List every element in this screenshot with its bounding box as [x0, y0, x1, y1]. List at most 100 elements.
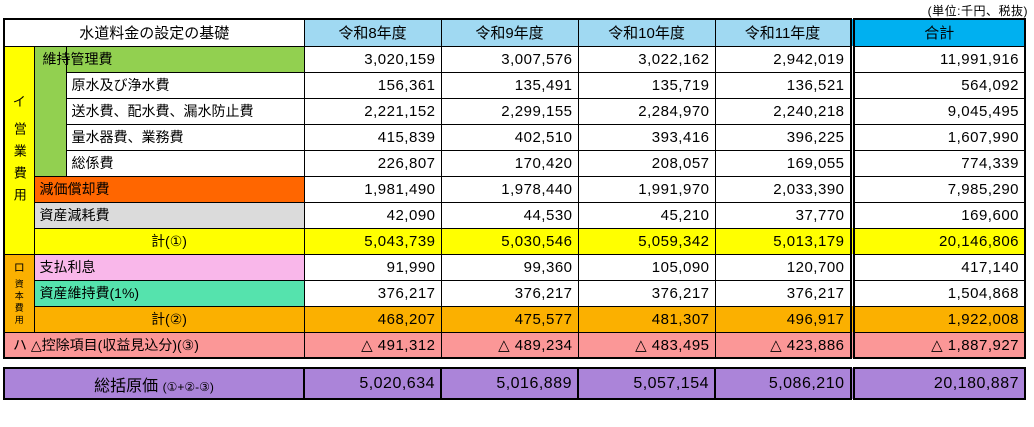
value-cell: 169,055: [714, 149, 853, 177]
value-cell: 496,917: [714, 305, 853, 333]
value-cell: 170,420: [440, 149, 579, 177]
row-label-subtotal-2: 計(②): [33, 305, 305, 333]
value-cell: 5,030,546: [440, 227, 579, 255]
value-cell: 135,491: [440, 71, 579, 99]
summary-table: 総括原価 (①+②-③) 5,020,634 5,016,889 5,057,1…: [3, 367, 1026, 400]
value-cell-total: 564,092: [849, 71, 1026, 99]
row-label-meter: 量水器費、業務費: [65, 123, 305, 151]
table-row: 資産減耗費 42,090 44,530 45,210 37,770 169,60…: [4, 201, 1026, 229]
row-label-text: 維持管理費: [42, 51, 113, 67]
value-cell-total: 1,607,990: [849, 123, 1026, 151]
side-label-capital-expenses: ロ 資本費用: [3, 253, 35, 333]
value-cell-total: 11,991,916: [849, 45, 1026, 73]
value-cell: 2,221,152: [303, 97, 442, 125]
value-cell: 44,530: [440, 201, 579, 229]
value-cell-total: 774,339: [849, 149, 1026, 177]
vertical-label: イ 営業費用: [5, 91, 34, 210]
value-cell: 3,022,162: [577, 45, 716, 73]
row-label-deduction: ハ △控除項目(収益見込分)(③): [3, 331, 305, 359]
col-header-reiwa9: 令和9年度: [440, 18, 579, 47]
value-cell: 2,033,390: [714, 175, 853, 203]
summary-value-cell-total: 20,180,887: [849, 367, 1026, 400]
value-cell: △ 489,234: [440, 331, 579, 359]
side-key: ロ: [13, 262, 25, 274]
value-cell: △ 491,312: [303, 331, 442, 359]
value-cell: 376,217: [577, 279, 716, 307]
value-cell: 208,057: [577, 149, 716, 177]
row-label-asset-maintenance: 資産維持費(1%): [33, 279, 305, 307]
table-row: 計(①) 5,043,739 5,030,546 5,059,342 5,013…: [4, 227, 1026, 255]
summary-formula: (①+②-③): [162, 379, 214, 394]
value-cell: 1,991,970: [577, 175, 716, 203]
value-cell-total: 20,146,806: [849, 227, 1026, 255]
summary-value-cell: 5,020,634: [303, 367, 442, 400]
cost-table: 水道料金の設定の基礎 令和8年度 令和9年度 令和10年度 令和11年度 合計 …: [3, 18, 1027, 359]
side-label-operating-expenses: イ 営業費用: [3, 45, 35, 255]
value-cell: 2,299,155: [440, 97, 579, 125]
table-row: 送水費、配水費、漏水防止費 2,221,152 2,299,155 2,284,…: [4, 97, 1026, 125]
table-row: イ 営業費用 維持管理費 3,020,159 3,007,576 3,022,1…: [3, 45, 1026, 255]
row-label-raw-water: 原水及び浄水費: [65, 71, 305, 99]
value-cell: 37,770: [714, 201, 853, 229]
table-row: 量水器費、業務費 415,839 402,510 393,416 396,225…: [4, 123, 1026, 151]
side-word: 資本費用: [13, 279, 24, 327]
value-cell: 99,360: [440, 253, 579, 281]
vertical-label: ロ 資本費用: [5, 259, 34, 327]
table-row: ハ △控除項目(収益見込分)(③) △ 491,312 △ 489,234 △ …: [3, 331, 1026, 359]
value-cell-total: 169,600: [849, 201, 1026, 229]
value-cell: 156,361: [303, 71, 442, 99]
table-title: 水道料金の設定の基礎: [3, 18, 305, 47]
value-cell: 5,013,179: [714, 227, 853, 255]
value-cell: 135,719: [577, 71, 716, 99]
table-row: 減価償却費 1,981,490 1,978,440 1,991,970 2,03…: [4, 175, 1026, 203]
summary-row: 総括原価 (①+②-③) 5,020,634 5,016,889 5,057,1…: [3, 367, 1026, 400]
value-cell: 105,090: [577, 253, 716, 281]
value-cell: 1,978,440: [440, 175, 579, 203]
value-cell: 2,284,970: [577, 97, 716, 125]
value-cell-total: 1,922,008: [849, 305, 1026, 333]
summary-label: 総括原価 (①+②-③): [3, 367, 305, 400]
table-row: 計(②) 468,207 475,577 481,307 496,917 1,9…: [4, 305, 1026, 333]
side-key: イ: [12, 93, 26, 109]
value-cell-total: 7,985,290: [849, 175, 1026, 203]
row-label-interest: 支払利息: [33, 253, 305, 281]
header-row: 水道料金の設定の基礎 令和8年度 令和9年度 令和10年度 令和11年度 合計: [3, 18, 1026, 47]
value-cell: △ 423,886: [714, 331, 853, 359]
value-cell: 475,577: [440, 305, 579, 333]
col-header-reiwa10: 令和10年度: [577, 18, 716, 47]
side-word: 営業費用: [11, 121, 27, 210]
value-cell: 91,990: [303, 253, 442, 281]
value-cell: 226,807: [303, 149, 442, 177]
value-cell: 136,521: [714, 71, 853, 99]
value-cell-total: 417,140: [849, 253, 1026, 281]
row-label-subtotal-1: 計(①): [33, 227, 305, 255]
value-cell: 3,007,576: [440, 45, 579, 73]
value-cell: 120,700: [714, 253, 853, 281]
col-header-reiwa11: 令和11年度: [714, 18, 853, 47]
value-cell: 3,020,159: [303, 45, 442, 73]
value-cell: 468,207: [303, 305, 442, 333]
row-label-asset-retirement: 資産減耗費: [33, 201, 305, 229]
table-row: 資産維持費(1%) 376,217 376,217 376,217 376,21…: [4, 279, 1026, 307]
value-cell-total: △ 1,887,927: [849, 331, 1026, 359]
value-cell: 415,839: [303, 123, 442, 151]
value-cell: 481,307: [577, 305, 716, 333]
value-cell: 396,225: [714, 123, 853, 151]
value-cell: 393,416: [577, 123, 716, 151]
table-row: ロ 資本費用 支払利息 91,990 99,360 105,090 120,70…: [3, 253, 1026, 333]
value-cell: 2,240,218: [714, 97, 853, 125]
row-label-general-affairs: 総係費: [65, 149, 305, 177]
summary-value-cell: 5,057,154: [577, 367, 716, 400]
row-label-depreciation: 減価償却費: [33, 175, 305, 203]
col-header-total: 合計: [849, 18, 1026, 47]
unit-note: (単位:千円、税抜): [927, 4, 1028, 18]
row-label-transmission: 送水費、配水費、漏水防止費: [65, 97, 305, 125]
value-cell: 5,059,342: [577, 227, 716, 255]
value-cell: △ 483,495: [577, 331, 716, 359]
value-cell: 376,217: [303, 279, 442, 307]
value-cell: 2,942,019: [714, 45, 853, 73]
value-cell: 376,217: [440, 279, 579, 307]
value-cell: 42,090: [303, 201, 442, 229]
value-cell-total: 1,504,868: [849, 279, 1026, 307]
